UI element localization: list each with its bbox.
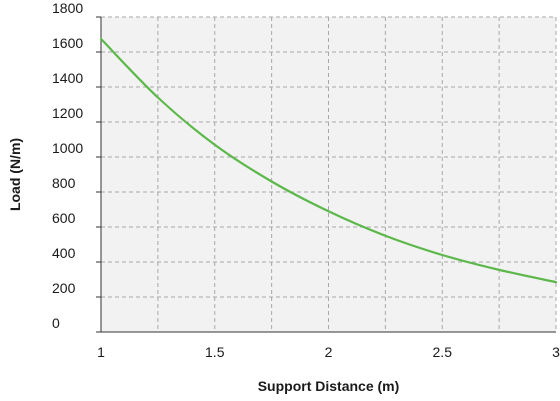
y-tick-label-1200: 1200: [52, 105, 83, 121]
x-tick-label-1: 1: [97, 344, 105, 360]
axes: [96, 16, 556, 333]
grid-lines: [101, 16, 557, 332]
x-tick-label-1.5: 1.5: [205, 344, 225, 360]
y-tick-label-200: 200: [52, 280, 76, 296]
y-tick-label-0: 0: [52, 315, 60, 331]
x-tick-label-2: 2: [325, 344, 333, 360]
x-tick-label-2.5: 2.5: [433, 344, 453, 360]
series-line-0: [99, 37, 558, 284]
y-tick-label-400: 400: [52, 245, 76, 261]
y-axis-title: Load (N/m): [7, 138, 23, 211]
y-tick-label-800: 800: [52, 175, 76, 191]
y-tick-label-1800: 1800: [52, 0, 83, 16]
y-tick-label-1600: 1600: [52, 35, 83, 51]
y-tick-label-1400: 1400: [52, 70, 83, 86]
x-axis-title: Support Distance (m): [258, 378, 400, 394]
series-layer: [99, 37, 558, 284]
x-tick-label-3: 3: [552, 344, 560, 360]
y-tick-label-600: 600: [52, 210, 76, 226]
y-tick-label-1000: 1000: [52, 140, 83, 156]
tick-labels: 0 200 400 600 800 1000 1200 1400 1600 1800 1 1.5 2 2.…: [52, 0, 560, 360]
